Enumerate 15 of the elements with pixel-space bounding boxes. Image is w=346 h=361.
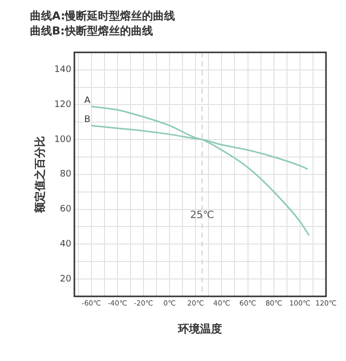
y-tick-label: 80 — [60, 170, 72, 180]
y-tick-label: 140 — [54, 65, 72, 76]
line-series — [90, 106, 310, 236]
y-tick-label: 20 — [60, 274, 72, 284]
y-tick-label: 100 — [54, 134, 72, 145]
ref-line-label: 25℃ — [190, 210, 214, 221]
y-axis-title: 额定值之百分比 — [33, 136, 46, 214]
chart-subtitle: 曲线B:快断型熔丝的曲线 — [30, 24, 153, 38]
y-tick-label: 40 — [60, 239, 72, 250]
chart-title: 曲线A:慢断延时型熔丝的曲线 — [30, 9, 176, 22]
y-tick-label: 60 — [60, 204, 72, 215]
x-axis-title: 环境温度 — [177, 322, 222, 336]
series-label: A — [84, 96, 92, 106]
y-tick-label: 120 — [54, 100, 72, 110]
series-label: B — [84, 114, 90, 125]
